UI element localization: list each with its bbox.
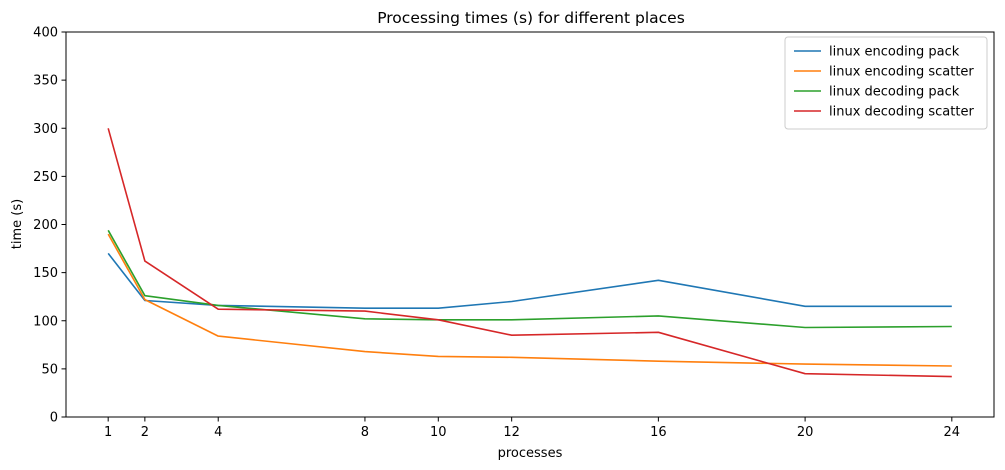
legend-entry: linux decoding pack	[829, 85, 960, 100]
y-tick-label: 150	[33, 266, 58, 281]
x-axis-label: processes	[498, 446, 563, 461]
y-tick-label: 400	[33, 26, 58, 41]
y-tick-label: 250	[33, 170, 58, 185]
plot-frame	[65, 31, 995, 418]
y-tick-label: 300	[33, 122, 58, 137]
x-axis: 1 2 4 8 10 12 16 20 24	[104, 417, 960, 440]
x-tick-label: 12	[503, 425, 520, 440]
x-tick-label: 4	[214, 425, 222, 440]
legend-entry: linux encoding pack	[829, 45, 960, 60]
series-layer	[107, 128, 952, 378]
x-tick-label: 1	[104, 425, 112, 440]
x-tick-label: 10	[430, 425, 447, 440]
legend-frame	[784, 36, 988, 130]
y-tick-label: 100	[33, 314, 58, 329]
series-line	[107, 128, 952, 378]
x-tick-label: 2	[141, 425, 149, 440]
x-tick-label: 24	[944, 425, 961, 440]
y-axis: 0 50 100 150 200 250 300 350 400	[33, 26, 66, 426]
legend-entry: linux decoding scatter	[829, 105, 974, 120]
chart-title: Processing times (s) for different place…	[377, 9, 685, 27]
y-tick-label: 50	[41, 362, 58, 377]
y-axis-label: time (s)	[10, 199, 25, 249]
x-tick-label: 20	[797, 425, 814, 440]
x-tick-label: 8	[361, 425, 369, 440]
legend: linux encoding pack linux encoding scatte…	[784, 36, 988, 130]
y-tick-label: 0	[50, 411, 58, 426]
y-tick-label: 200	[33, 218, 58, 233]
series-line	[107, 252, 952, 310]
legend-entry: linux encoding scatter	[829, 65, 974, 80]
series-line	[107, 233, 952, 367]
y-tick-label: 350	[33, 74, 58, 89]
x-tick-label: 16	[650, 425, 667, 440]
